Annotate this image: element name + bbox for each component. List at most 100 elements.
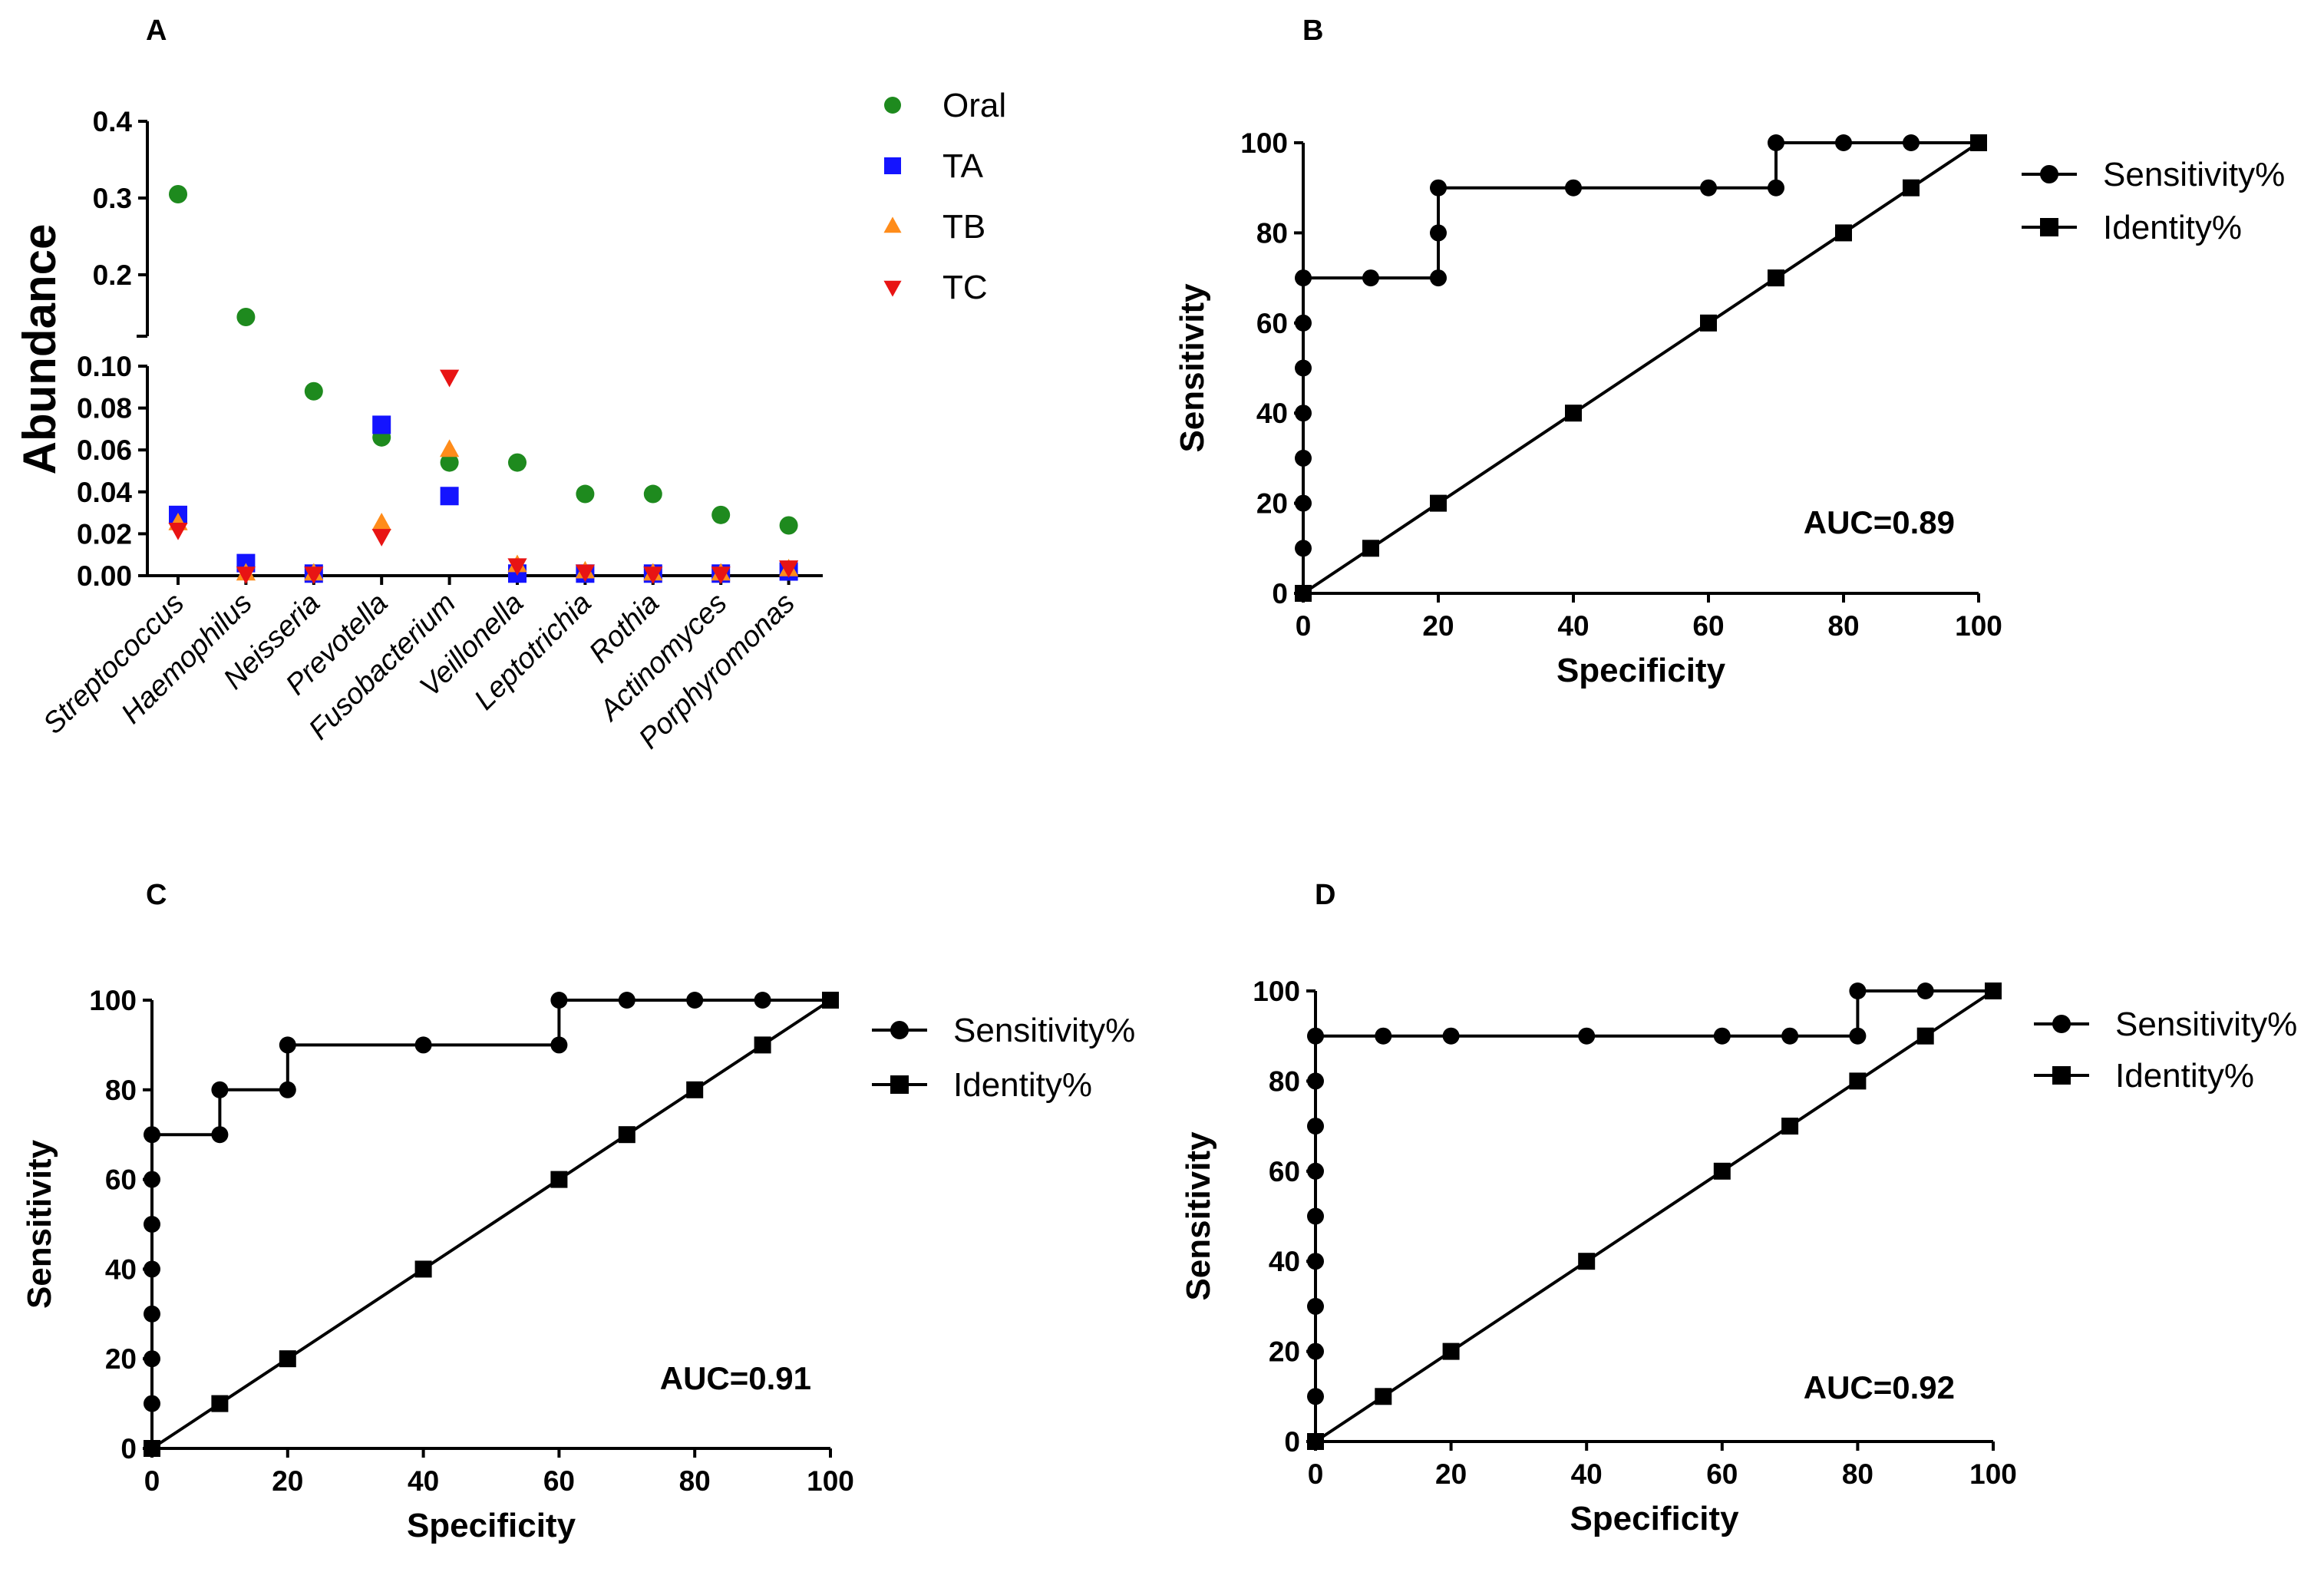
- y-tick-label: 40: [1269, 1246, 1300, 1277]
- y-axis-title: Sensitivity: [1174, 283, 1211, 453]
- data-point-identity: [1768, 269, 1784, 287]
- data-point-identity: [1713, 1162, 1731, 1180]
- panel-c-roc-curve: C 0 20 40 60 80 100 0 20 40 60 80 100 Specificity Sens…: [21, 879, 1135, 1544]
- data-point-oral: [169, 185, 187, 203]
- y-tick-label: 0.2: [93, 259, 132, 291]
- data-point-oral: [576, 484, 595, 504]
- legend-marker-sensitivity: [2052, 1015, 2071, 1033]
- data-point-sensitivity: [1442, 1027, 1460, 1045]
- panel-letter-d: D: [1315, 879, 1335, 911]
- data-point-sensitivity: [1307, 1253, 1324, 1270]
- data-point-tb: [371, 512, 391, 530]
- y-tick-label: 40: [105, 1253, 137, 1285]
- legend-label: Identity%: [2103, 209, 2242, 246]
- auc-annotation: AUC=0.89: [1804, 504, 1955, 540]
- x-tick-label: 60: [1706, 1458, 1738, 1490]
- x-tick-label: 20: [1435, 1458, 1467, 1490]
- data-point-oral: [711, 505, 731, 524]
- legend-marker-tb: [883, 216, 902, 233]
- data-point-sensitivity: [1430, 179, 1447, 196]
- panel-a-abundance-scatter: A 0.00 0.02 0.04 0.06 0.08 0.10 0.2 0.3 0.4 Abunda…: [14, 15, 1006, 755]
- legend-label: Sensitivity%: [2115, 1006, 2297, 1043]
- panel-letter-a: A: [146, 15, 167, 47]
- auc-annotation: AUC=0.91: [660, 1360, 811, 1396]
- y-tick-label: 0.4: [93, 106, 133, 137]
- data-point-sensitivity: [414, 1036, 432, 1054]
- y-tick-label: 0: [1284, 1426, 1300, 1458]
- y-tick-label: 20: [105, 1343, 137, 1375]
- x-tick-label: 20: [1422, 610, 1454, 642]
- data-point-sensitivity: [211, 1081, 229, 1098]
- data-point-identity: [1375, 1388, 1392, 1405]
- data-point-tc: [440, 369, 460, 388]
- data-point-oral: [508, 453, 527, 472]
- data-point-sensitivity: [1578, 1027, 1596, 1045]
- data-point-sensitivity: [1307, 1207, 1324, 1225]
- data-point-oral: [440, 453, 459, 472]
- data-point-sensitivity: [1713, 1027, 1731, 1045]
- y-tick-label: 0: [120, 1433, 137, 1465]
- y-tick-label: 80: [1269, 1065, 1300, 1097]
- y-tick-label: 0.3: [93, 183, 132, 214]
- legend-label: TA: [942, 147, 984, 185]
- y-tick-label: 100: [1240, 127, 1288, 159]
- data-point-identity: [279, 1350, 296, 1368]
- y-tick-label: 40: [1256, 398, 1288, 429]
- data-point-tc: [507, 558, 527, 576]
- data-point-tc: [371, 529, 391, 547]
- data-point-sensitivity: [1295, 494, 1312, 512]
- x-tick-label: 0: [1308, 1458, 1324, 1490]
- data-point-identity: [1430, 494, 1447, 512]
- data-point-tc: [304, 566, 324, 585]
- data-point-sensitivity: [550, 992, 568, 1009]
- data-point-ta: [440, 487, 459, 506]
- y-tick-label: 0.06: [77, 434, 132, 466]
- x-tick-label: 80: [679, 1465, 711, 1497]
- data-point-identity: [686, 1081, 704, 1098]
- legend-marker-oral: [884, 97, 901, 114]
- legend-marker-ta: [884, 157, 901, 174]
- data-point-sensitivity: [279, 1081, 296, 1098]
- legend-label: TB: [942, 208, 985, 246]
- legend-label: Identity%: [2115, 1057, 2254, 1095]
- x-tick-label: 0: [1296, 610, 1312, 642]
- data-point-sensitivity: [1295, 540, 1312, 557]
- data-point-sensitivity: [1375, 1027, 1392, 1045]
- legend-label: Oral: [942, 87, 1006, 124]
- data-point-ta: [372, 415, 391, 434]
- x-axis-title: Specificity: [407, 1507, 576, 1544]
- data-point-identity: [1307, 1433, 1324, 1450]
- data-point-tc: [168, 522, 188, 540]
- data-point-identity: [1700, 314, 1717, 332]
- x-axis-title: Specificity: [1570, 1500, 1739, 1537]
- data-point-sensitivity: [1849, 1027, 1867, 1045]
- x-tick-label: 60: [1692, 610, 1724, 642]
- data-point-oral: [236, 308, 256, 326]
- x-tick-label: 100: [1955, 610, 2002, 642]
- data-point-sensitivity: [1307, 1342, 1324, 1360]
- legend-label: Sensitivity%: [2103, 156, 2285, 193]
- data-point-sensitivity: [1307, 1162, 1324, 1180]
- data-point-sensitivity: [144, 1305, 160, 1323]
- y-tick-label: 20: [1256, 488, 1288, 520]
- data-point-identity: [1903, 179, 1920, 196]
- y-tick-label: 60: [105, 1164, 137, 1196]
- data-point-sensitivity: [1903, 134, 1920, 151]
- data-point-sensitivity: [686, 992, 704, 1009]
- legend-marker-tc: [883, 280, 902, 297]
- data-point-sensitivity: [144, 1350, 160, 1368]
- data-point-oral: [643, 484, 662, 504]
- panel-letter-c: C: [146, 879, 167, 911]
- data-point-sensitivity: [618, 992, 635, 1009]
- y-tick-label: 0.04: [77, 477, 132, 508]
- data-point-tc: [643, 566, 663, 585]
- y-tick-label: 0.10: [77, 351, 132, 382]
- data-point-identity: [618, 1126, 635, 1144]
- auc-annotation: AUC=0.92: [1804, 1369, 1955, 1405]
- data-point-oral: [779, 516, 798, 535]
- data-point-identity: [1781, 1118, 1799, 1135]
- data-point-identity: [414, 1260, 432, 1278]
- data-point-sensitivity: [1362, 269, 1379, 287]
- data-point-identity: [1578, 1253, 1596, 1270]
- y-tick-label: 0: [1272, 578, 1288, 609]
